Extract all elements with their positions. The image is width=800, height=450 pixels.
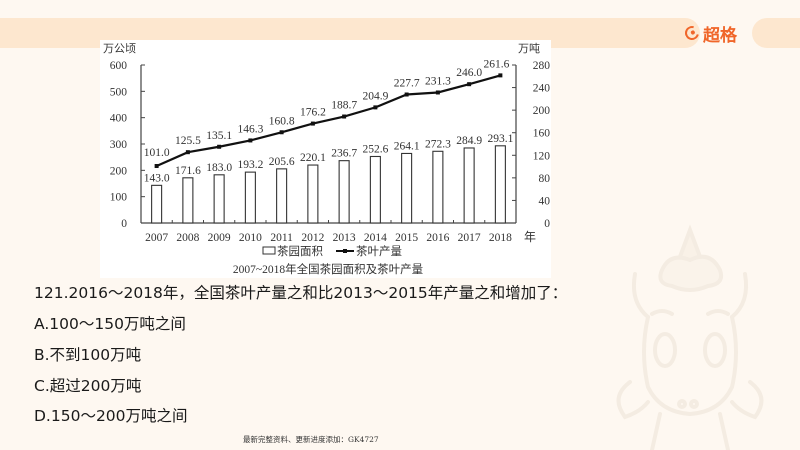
line-value-label: 188.7 [331, 100, 357, 112]
x-tick-label: 2013 [333, 232, 356, 244]
x-tick-label: 2008 [176, 232, 199, 244]
line-value-label: 204.9 [362, 90, 388, 102]
option-b[interactable]: B.不到100万吨 [34, 346, 142, 364]
g-logo-icon [682, 23, 702, 43]
line-marker [154, 164, 159, 169]
line-value-label: 146.3 [237, 123, 263, 135]
bar-value-label: 205.6 [269, 156, 295, 168]
bar-value-label: 171.6 [175, 165, 201, 177]
bar-tea-area [182, 177, 194, 224]
right-tick-label: 200 [533, 105, 551, 117]
legend-bar-swatch-icon [262, 246, 276, 255]
bar-value-label: 252.6 [362, 143, 388, 155]
right-tick-label: 80 [539, 173, 551, 185]
line-value-label: 227.7 [394, 78, 420, 90]
line-value-label: 231.3 [425, 75, 451, 87]
bar-tea-area [494, 145, 506, 224]
bar-value-label: 236.7 [331, 148, 357, 160]
right-axis-label: 万吨 [518, 42, 540, 55]
line-value-label: 261.6 [483, 58, 509, 70]
left-tick-label: 500 [110, 86, 128, 98]
left-tick-label: 300 [110, 139, 128, 151]
right-tick-label: 160 [533, 128, 551, 140]
line-marker [498, 73, 503, 78]
line-marker [435, 90, 440, 95]
bar-value-label: 264.1 [394, 140, 420, 152]
line-tea-output [156, 74, 501, 168]
option-d[interactable]: D.150～200万吨之间 [34, 407, 188, 425]
combo-chart: 万公顷 万吨 0 100 200 300 400 500 600 0 40 80 120 160 200 24… [103, 42, 551, 276]
line-value-label: 135.1 [206, 130, 232, 142]
x-tick-label: 2014 [364, 232, 387, 244]
bar-tea-area [213, 174, 225, 224]
line-marker [248, 138, 253, 143]
bar-value-label: 272.3 [425, 138, 451, 150]
left-tick-label: 100 [110, 192, 128, 204]
unicorn-mascot-icon [616, 224, 764, 450]
bar-tea-area [307, 164, 319, 224]
x-axis-label: 年 [524, 230, 536, 244]
bar-value-label: 193.2 [237, 159, 263, 171]
left-axis-label: 万公顷 [103, 42, 136, 55]
line-marker [279, 130, 284, 135]
line-value-label: 125.5 [175, 135, 201, 147]
bar-value-label: 220.1 [300, 152, 326, 164]
x-tick-label: 2017 [458, 232, 481, 244]
bar-tea-area [338, 160, 350, 224]
line-value-label: 160.8 [269, 115, 295, 127]
footer-note: 最新完整资料、更新进度添加：GK4727 [243, 435, 379, 444]
line-value-label: 176.2 [300, 107, 326, 119]
chart-title: 2007~2018年全国茶园面积及茶叶产量 [233, 262, 423, 276]
right-tick-label: 40 [539, 195, 551, 207]
bar-value-label: 143.0 [144, 172, 170, 184]
right-tick-label: 240 [533, 83, 551, 95]
left-tick-label: 0 [121, 218, 127, 230]
x-tick-label: 2012 [301, 232, 324, 244]
x-tick-label: 2015 [395, 232, 418, 244]
bar-tea-area [463, 147, 475, 224]
left-tick-label: 400 [110, 113, 128, 125]
line-value-label: 246.0 [456, 67, 482, 79]
bar-value-label: 284.9 [456, 135, 482, 147]
bar-value-label: 293.1 [487, 133, 513, 145]
line-marker [185, 150, 190, 155]
legend-bar-label: 茶园面积 [277, 245, 323, 258]
line-value-label: 101.0 [144, 147, 170, 159]
x-tick-label: 2011 [270, 232, 293, 244]
right-tick-label: 280 [533, 60, 551, 72]
bar-tea-area [276, 168, 288, 224]
x-tick-label: 2009 [208, 232, 231, 244]
bar-tea-area [401, 152, 413, 224]
brand-logo: 超格 [682, 22, 737, 46]
right-tick-label: 0 [544, 218, 550, 230]
chart-panel: 万公顷 万吨 0 100 200 300 400 500 600 0 40 80 120 160 200 24… [100, 40, 551, 278]
line-marker [373, 105, 378, 110]
question-text: 121.2016～2018年，全国茶叶产量之和比2013～2015年产量之和增加… [34, 284, 568, 302]
right-tick-label: 120 [533, 150, 551, 162]
x-tick-label: 2007 [145, 232, 168, 244]
brand-name: 超格 [703, 25, 737, 46]
line-marker [342, 114, 347, 119]
x-tick-label: 2010 [239, 232, 262, 244]
line-marker [404, 92, 409, 97]
x-tick-label: 2016 [426, 232, 449, 244]
header-band-right [752, 18, 800, 48]
bar-tea-area [244, 171, 256, 224]
option-c[interactable]: C.超过200万吨 [34, 377, 142, 395]
option-a[interactable]: A.100～150万吨之间 [34, 315, 186, 333]
line-marker [310, 121, 315, 126]
bar-tea-area [369, 155, 381, 224]
x-tick-label: 2018 [489, 232, 512, 244]
legend-line-label: 茶叶产量 [356, 244, 402, 258]
bar-tea-area [432, 150, 444, 224]
bar-value-label: 183.0 [206, 162, 232, 174]
line-marker [467, 82, 472, 87]
left-tick-label: 600 [110, 60, 128, 72]
left-tick-label: 200 [110, 165, 128, 177]
line-marker [217, 144, 222, 149]
bar-tea-area [151, 184, 163, 224]
